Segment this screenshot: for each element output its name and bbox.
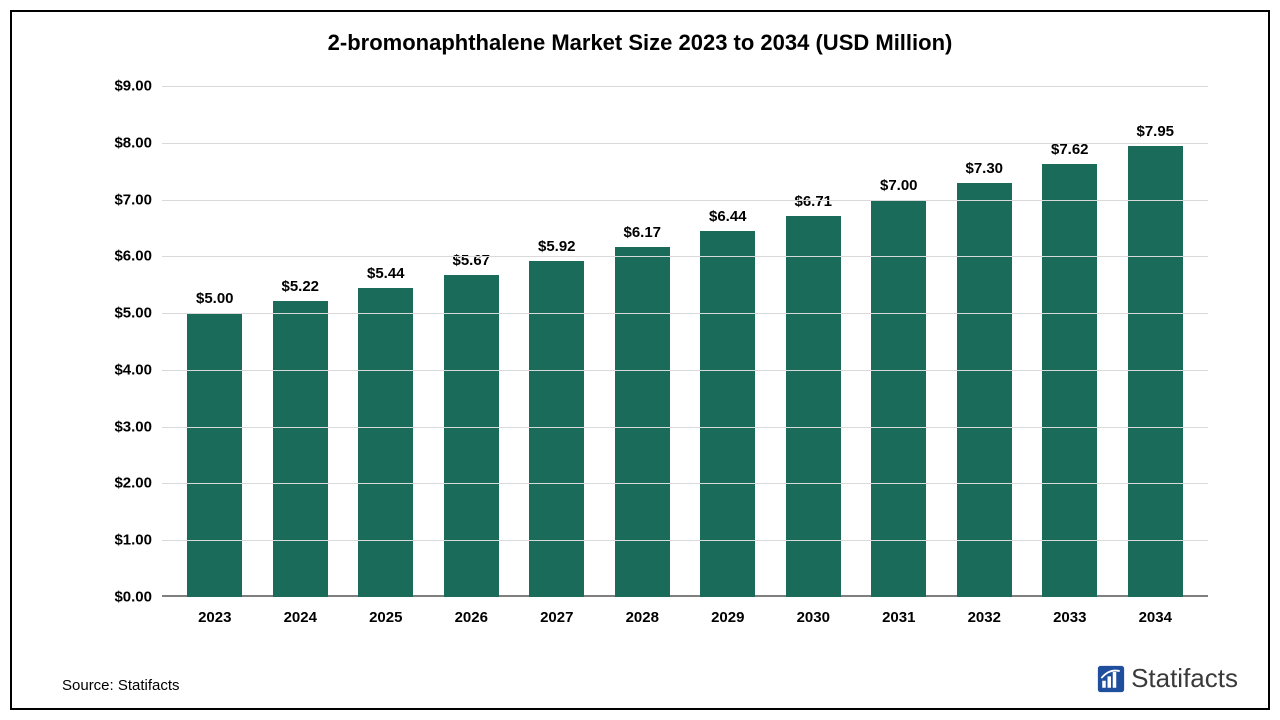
bar-value-label: $5.22 — [281, 278, 319, 301]
bar: $7.30 — [957, 183, 1012, 597]
bar-value-label: $7.62 — [1051, 141, 1089, 164]
brand-logo: Statifacts — [1097, 663, 1238, 694]
bar-slot: $5.002023 — [172, 86, 258, 597]
bar: $5.92 — [529, 261, 584, 597]
y-tick-label: $1.00 — [114, 532, 162, 549]
bar-slot: $7.002031 — [856, 86, 942, 597]
source-text: Source: Statifacts — [62, 677, 180, 694]
brand-logo-text: Statifacts — [1131, 663, 1238, 694]
bar-slot: $5.922027 — [514, 86, 600, 597]
gridline — [162, 540, 1208, 541]
statifacts-logo-icon — [1097, 665, 1125, 693]
plot-region: $5.002023$5.222024$5.442025$5.672026$5.9… — [162, 86, 1208, 597]
bar-value-label: $7.30 — [965, 160, 1003, 183]
x-tick-label: 2032 — [968, 597, 1001, 626]
x-tick-label: 2023 — [198, 597, 231, 626]
bar: $6.17 — [615, 247, 670, 597]
bar-slot: $7.952034 — [1113, 86, 1199, 597]
x-tick-label: 2034 — [1139, 597, 1172, 626]
bar-value-label: $5.92 — [538, 238, 576, 261]
y-tick-label: $2.00 — [114, 475, 162, 492]
x-tick-label: 2024 — [284, 597, 317, 626]
gridline — [162, 313, 1208, 314]
bar-value-label: $6.71 — [794, 193, 832, 216]
bar-value-label: $6.44 — [709, 208, 747, 231]
y-tick-label: $7.00 — [114, 191, 162, 208]
y-tick-label: $4.00 — [114, 361, 162, 378]
x-tick-label: 2027 — [540, 597, 573, 626]
footer: Source: Statifacts Statifacts — [12, 657, 1268, 708]
bar: $7.95 — [1128, 146, 1183, 597]
y-tick-label: $9.00 — [114, 78, 162, 95]
bar: $5.67 — [444, 275, 499, 597]
gridline — [162, 86, 1208, 87]
bar: $7.00 — [871, 200, 926, 597]
gridline — [162, 370, 1208, 371]
y-tick-label: $8.00 — [114, 134, 162, 151]
bar-slot: $5.672026 — [429, 86, 515, 597]
chart-title: 2-bromonaphthalene Market Size 2023 to 2… — [12, 12, 1268, 66]
gridline — [162, 143, 1208, 144]
bar-value-label: $7.00 — [880, 177, 918, 200]
chart-area: $5.002023$5.222024$5.442025$5.672026$5.9… — [52, 86, 1228, 647]
y-tick-label: $3.00 — [114, 418, 162, 435]
bar: $5.22 — [273, 301, 328, 597]
bar-slot: $6.712030 — [771, 86, 857, 597]
x-tick-label: 2029 — [711, 597, 744, 626]
y-tick-label: $5.00 — [114, 305, 162, 322]
bar-slot: $7.302032 — [942, 86, 1028, 597]
x-tick-label: 2030 — [797, 597, 830, 626]
y-tick-label: $6.00 — [114, 248, 162, 265]
gridline — [162, 483, 1208, 484]
x-tick-label: 2028 — [626, 597, 659, 626]
bar-slot: $5.442025 — [343, 86, 429, 597]
gridline — [162, 256, 1208, 257]
bar: $6.44 — [700, 231, 755, 597]
gridline — [162, 200, 1208, 201]
bar-value-label: $5.44 — [367, 265, 405, 288]
bar-value-label: $6.17 — [623, 224, 661, 247]
bar-value-label: $5.00 — [196, 290, 234, 313]
x-tick-label: 2025 — [369, 597, 402, 626]
bar: $5.00 — [187, 313, 242, 597]
x-tick-label: 2033 — [1053, 597, 1086, 626]
bar-slot: $6.442029 — [685, 86, 771, 597]
bar-slot: $7.622033 — [1027, 86, 1113, 597]
y-tick-label: $0.00 — [114, 589, 162, 606]
bar: $7.62 — [1042, 164, 1097, 597]
bar-slot: $5.222024 — [258, 86, 344, 597]
bars-container: $5.002023$5.222024$5.442025$5.672026$5.9… — [162, 86, 1208, 597]
x-tick-label: 2031 — [882, 597, 915, 626]
gridline — [162, 427, 1208, 428]
bar: $5.44 — [358, 288, 413, 597]
chart-frame: 2-bromonaphthalene Market Size 2023 to 2… — [10, 10, 1270, 710]
bar-slot: $6.172028 — [600, 86, 686, 597]
x-tick-label: 2026 — [455, 597, 488, 626]
